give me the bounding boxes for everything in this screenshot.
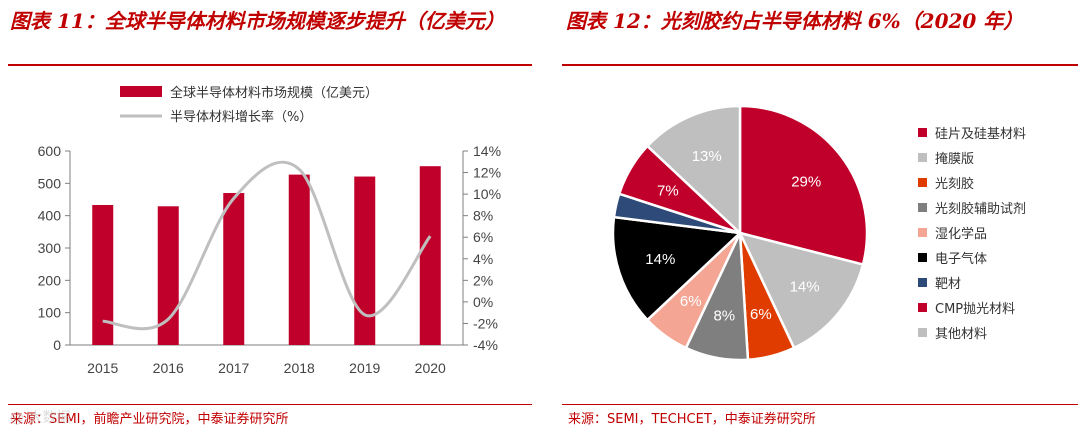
bar-2020 [419, 166, 441, 345]
x-tick-label: 2017 [218, 360, 249, 376]
right-chart-title: 图表 12：光刻胶约占半导体材料 6%（2020 年） [566, 9, 1024, 33]
right-y-tick-label: 8% [473, 208, 493, 224]
left-y-tick-label: 400 [38, 208, 62, 224]
pie-slice-label: 6% [750, 306, 772, 323]
pie-slice-8 [645, 104, 742, 236]
right-source-text: 来源：SEMI，TECHCET，中泰证券研究所 [568, 412, 816, 427]
legend-swatch [918, 278, 927, 287]
right-y-tick-label: -2% [473, 315, 498, 331]
bar-2017 [223, 193, 245, 345]
legend-swatch [918, 328, 927, 337]
pie-slice-label: 7% [657, 182, 679, 199]
watermark-text: @ 大数据 [10, 410, 71, 426]
bar-2019 [354, 176, 376, 345]
legend-label: 电子气体 [935, 251, 987, 267]
right-y-tick-label: 4% [473, 251, 493, 267]
right-y-tick-label: 12% [473, 165, 501, 181]
growth-rate-line [102, 160, 432, 331]
legend-swatch [918, 153, 927, 162]
x-tick-label: 2015 [87, 360, 118, 376]
bar-2015 [92, 204, 114, 345]
left-y-tick-label: 0 [53, 337, 61, 353]
right-y-tick-label: 2% [473, 272, 493, 288]
left-y-tick-label: 200 [38, 272, 62, 288]
legend-swatch [918, 228, 927, 237]
right-source-divider [562, 404, 1078, 405]
pie-chart: 29% 硅片及硅基材料 14% 掩膜版 6% 光刻胶 8% 光刻胶辅助试剂 6% 湿化学品 14% 电… [611, 104, 1026, 362]
legend-swatch [918, 128, 927, 137]
legend-label: 其他材料 [935, 327, 987, 342]
right-y-tick-label: -4% [473, 337, 498, 353]
right-y-tick-label: 6% [473, 229, 493, 245]
left-source-text: 来源：SEMI，前瞻产业研究院，中泰证券研究所 [10, 412, 289, 427]
x-tick-label: 2016 [153, 360, 184, 376]
right-title-divider [562, 64, 1078, 66]
legend-label: 光刻胶 [935, 176, 974, 192]
x-tick-label: 2018 [284, 360, 315, 376]
bar-line-chart: 0 100 200 300 400 500 600 -4% -2% 0% 2% 4% 6% 8% 10% 12… [38, 85, 501, 376]
legend-swatch [918, 303, 927, 312]
right-panel: 图表 12：光刻胶约占半导体材料 6%（2020 年） 29% 硅片及硅基材料 14… [560, 0, 1080, 435]
legend-label: CMP抛光材料 [935, 302, 1015, 317]
pie-slice-1 [737, 231, 865, 350]
right-y-tick-label: 14% [473, 143, 501, 159]
pie-slice-0 [738, 104, 869, 267]
pie-slice-label: 6% [680, 293, 702, 310]
legend-swatch [918, 178, 927, 187]
left-y-tick-label: 100 [38, 305, 62, 321]
legend-label: 靶材 [935, 277, 961, 292]
pie-slice-label: 13% [692, 148, 722, 165]
left-title-divider [8, 64, 532, 66]
legend-label: 光刻胶辅助试剂 [935, 201, 1026, 217]
legend-bar-swatch [120, 86, 162, 97]
pie-slice-label: 14% [645, 251, 675, 268]
legend-line-label: 半导体材料增长率（%） [170, 109, 312, 125]
pie-slice-label: 8% [713, 307, 735, 324]
left-y-tick-label: 300 [38, 240, 62, 256]
x-tick-label: 2020 [415, 360, 446, 376]
pie-slice-label: 14% [790, 278, 820, 295]
legend-bar-label: 全球半导体材料市场规模（亿美元） [170, 85, 378, 101]
bar-2018 [288, 174, 310, 345]
legend-swatch [918, 253, 927, 262]
x-tick-label: 2019 [349, 360, 380, 376]
right-y-tick-label: 10% [473, 186, 501, 202]
legend-label: 湿化学品 [935, 226, 987, 242]
pie-slice-5 [611, 215, 743, 322]
left-panel: 图表 11：全球半导体材料市场规模逐步提升（亿美元） 0 100 200 300 400… [0, 0, 532, 435]
left-y-tick-label: 600 [38, 143, 62, 159]
bar-2016 [157, 206, 179, 345]
legend-swatch [918, 203, 927, 212]
left-chart-title: 图表 11：全球半导体材料市场规模逐步提升（亿美元） [10, 9, 505, 33]
pie-slice-label: 29% [791, 174, 821, 191]
left-y-tick-label: 500 [38, 175, 62, 191]
legend-label: 硅片及硅基材料 [935, 127, 1026, 142]
right-y-tick-label: 0% [473, 294, 493, 310]
left-source-divider [8, 404, 532, 405]
legend-label: 掩膜版 [935, 152, 974, 167]
